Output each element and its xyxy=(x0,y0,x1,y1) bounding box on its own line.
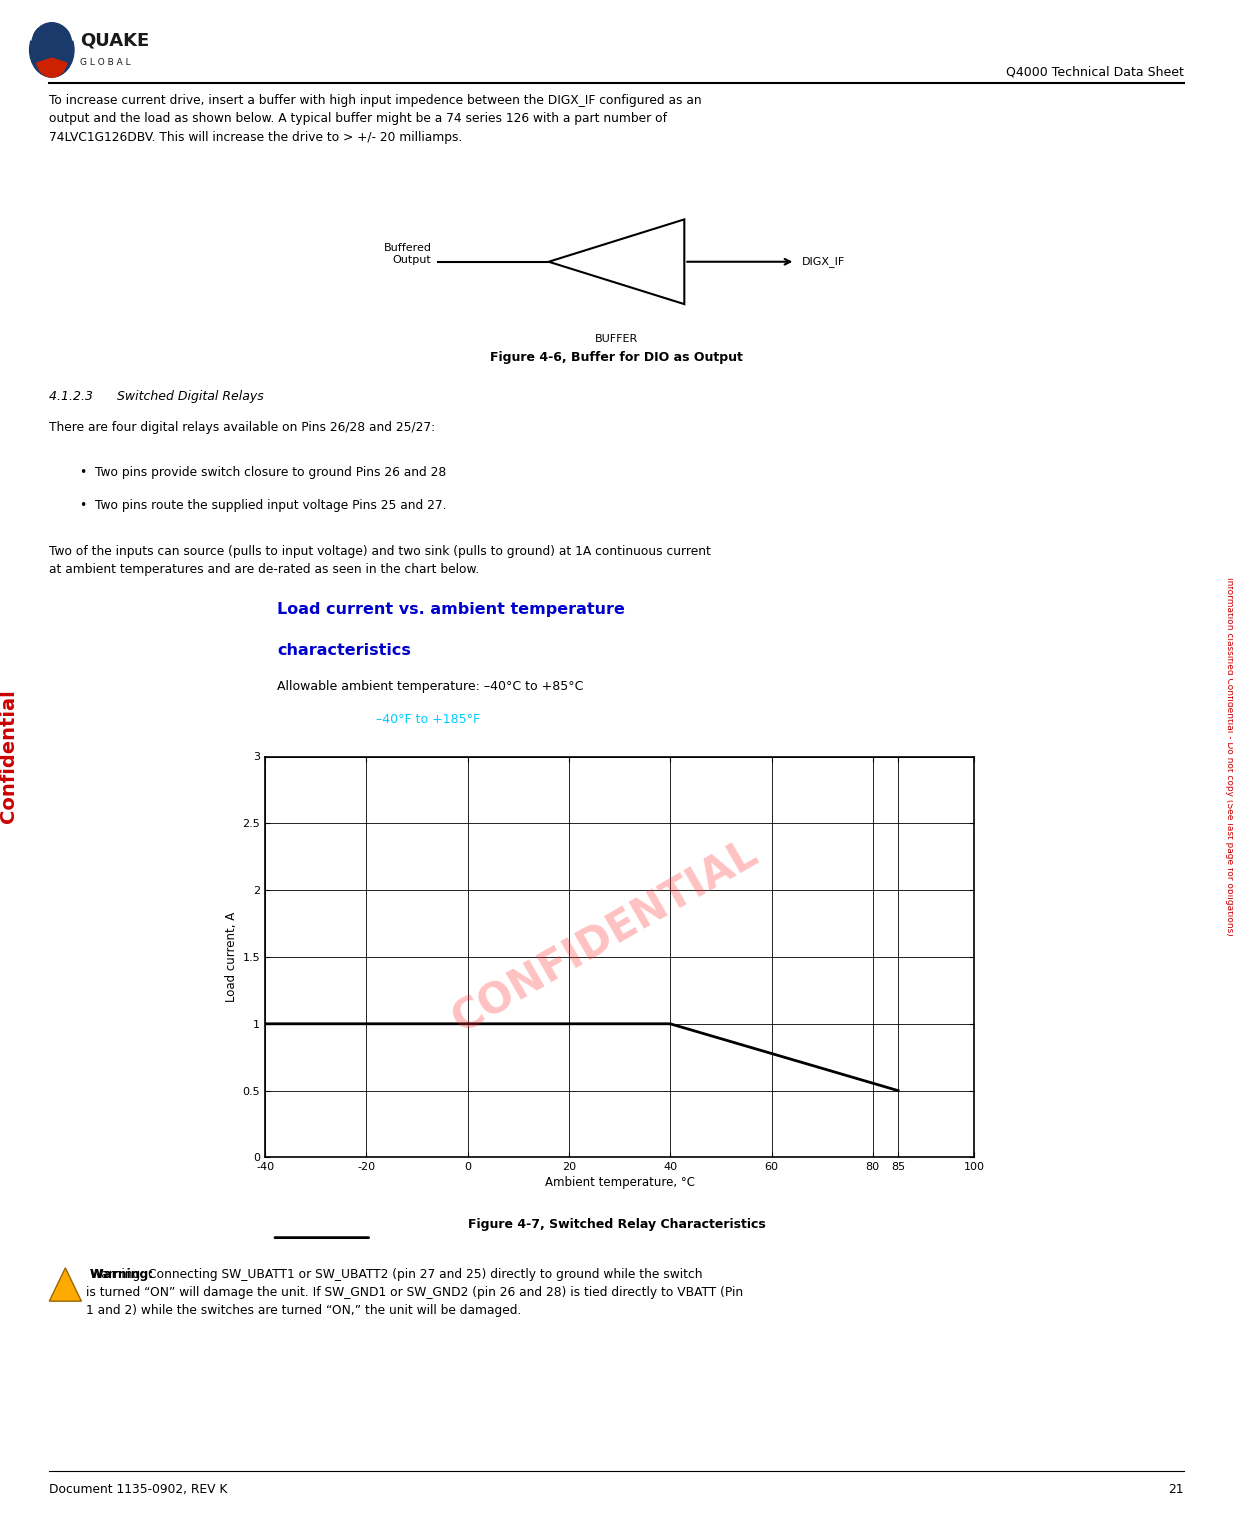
Text: There are four digital relays available on Pins 26/28 and 25/27:: There are four digital relays available … xyxy=(49,421,435,434)
Text: !: ! xyxy=(63,1285,68,1294)
Y-axis label: Load current, A: Load current, A xyxy=(226,912,238,1002)
Polygon shape xyxy=(49,1268,81,1301)
Text: characteristics: characteristics xyxy=(277,643,412,658)
Text: •  Two pins route the supplied input voltage Pins 25 and 27.: • Two pins route the supplied input volt… xyxy=(80,499,446,513)
Text: Confidential: Confidential xyxy=(0,690,18,823)
Text: QUAKE: QUAKE xyxy=(80,32,149,50)
Text: Q4000 Technical Data Sheet: Q4000 Technical Data Sheet xyxy=(1006,65,1184,79)
Text: DIGX_IF: DIGX_IF xyxy=(801,256,845,268)
Text: Warning: Connecting SW_UBATT1 or SW_UBATT2 (pin 27 and 25) directly to ground wh: Warning: Connecting SW_UBATT1 or SW_UBAT… xyxy=(86,1268,743,1316)
Text: BUFFER: BUFFER xyxy=(594,334,639,345)
Wedge shape xyxy=(37,57,67,77)
Text: Warning:: Warning: xyxy=(86,1268,154,1282)
Text: Document 1135-0902, REV K: Document 1135-0902, REV K xyxy=(49,1483,228,1496)
Text: –40°F to +185°F: –40°F to +185°F xyxy=(376,713,480,726)
Text: Allowable ambient temperature: –40°C to +85°C: Allowable ambient temperature: –40°C to … xyxy=(277,679,583,693)
Text: Information classified Confidential - Do not copy (See last page for obligations: Information classified Confidential - Do… xyxy=(1224,576,1233,937)
Text: To increase current drive, insert a buffer with high input impedence between the: To increase current drive, insert a buff… xyxy=(49,94,702,144)
Text: •  Two pins provide switch closure to ground Pins 26 and 28: • Two pins provide switch closure to gro… xyxy=(80,466,446,480)
Text: 4.1.2.3      Switched Digital Relays: 4.1.2.3 Switched Digital Relays xyxy=(49,390,264,404)
Text: Two of the inputs can source (pulls to input voltage) and two sink (pulls to gro: Two of the inputs can source (pulls to i… xyxy=(49,545,711,576)
Text: G L O B A L: G L O B A L xyxy=(80,57,131,67)
X-axis label: Ambient temperature, °C: Ambient temperature, °C xyxy=(545,1177,694,1189)
Circle shape xyxy=(30,23,74,77)
Text: 21: 21 xyxy=(1168,1483,1184,1496)
Text: Figure 4-7, Switched Relay Characteristics: Figure 4-7, Switched Relay Characteristi… xyxy=(467,1218,766,1232)
Text: Figure 4-6, Buffer for DIO as Output: Figure 4-6, Buffer for DIO as Output xyxy=(490,351,743,365)
Text: CONFIDENTIAL: CONFIDENTIAL xyxy=(445,832,766,1041)
Text: Buffered
Output: Buffered Output xyxy=(383,244,432,265)
Text: Load current vs. ambient temperature: Load current vs. ambient temperature xyxy=(277,602,625,617)
